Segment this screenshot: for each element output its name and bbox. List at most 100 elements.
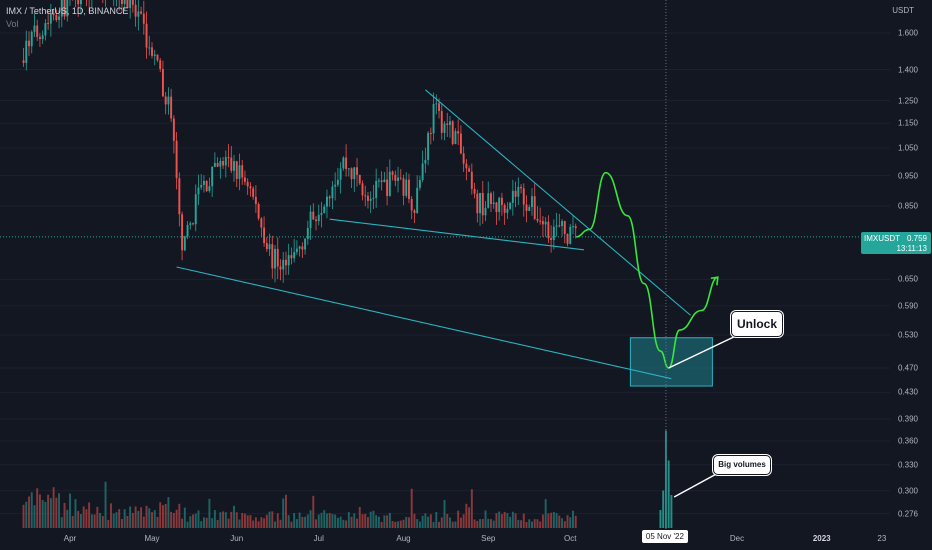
volume-bar: [550, 512, 553, 528]
y-tick-label: 0.300: [897, 486, 918, 496]
candle-body: [528, 207, 531, 211]
candle-body: [323, 206, 326, 213]
volume-bar: [74, 499, 77, 528]
candle-body: [520, 186, 523, 189]
candle-body: [514, 190, 517, 197]
volume-bar: [424, 513, 427, 528]
candle-body: [257, 203, 260, 219]
candle-body: [304, 238, 307, 250]
candle-body: [509, 202, 512, 209]
candle-body: [353, 167, 356, 180]
candle-body: [503, 204, 506, 213]
volume-bar: [369, 511, 372, 528]
candle-body: [134, 4, 137, 17]
volume-bar: [541, 514, 544, 528]
candle-body: [547, 221, 550, 239]
volume-bar: [60, 517, 63, 528]
volume-bar: [282, 498, 285, 528]
unlock-label: Unlock: [731, 311, 783, 337]
volume-bar: [399, 520, 402, 528]
candle-body: [424, 159, 427, 164]
volume-bar: [241, 512, 244, 528]
volume-bar: [533, 519, 536, 528]
volume-bar: [172, 513, 175, 528]
volume-bar: [194, 513, 197, 528]
candle-body: [536, 218, 539, 221]
volume-bar: [151, 512, 153, 528]
volume-bar: [517, 519, 520, 528]
chart-grid: [0, 32, 890, 515]
volume-bar: [440, 517, 443, 528]
volume-bar: [528, 519, 531, 528]
candle-body: [569, 226, 572, 244]
volume-bar: [145, 505, 148, 528]
volume-bar: [276, 513, 279, 528]
candle-body: [312, 211, 315, 220]
volume-bar: [536, 519, 539, 528]
candle-body: [224, 157, 227, 166]
candle-body: [189, 223, 192, 225]
candle-body: [268, 244, 271, 250]
volume-bar: [473, 519, 476, 528]
volume-bar: [104, 481, 107, 528]
volume-bar: [309, 510, 312, 528]
price-tag-time: 13:11:13: [896, 244, 927, 253]
volume-bar: [110, 503, 112, 528]
volume-bar: [443, 499, 446, 528]
volume-bar: [49, 498, 52, 528]
candle-body: [298, 246, 301, 249]
volume-bar: [159, 502, 162, 528]
volume-bar: [88, 502, 91, 528]
candle-body: [383, 179, 386, 183]
candle-body: [161, 69, 164, 97]
candle-body: [66, 0, 69, 17]
candle-body: [481, 192, 484, 216]
chart-title: IMX / TetherUS, 1D, BINANCE: [6, 6, 129, 16]
volume-bar: [563, 521, 566, 528]
candle-body: [358, 174, 361, 184]
candle-body: [293, 252, 296, 259]
y-tick-label: 1.250: [897, 96, 918, 105]
candle-body: [186, 224, 189, 237]
candle-body: [399, 177, 402, 179]
volume-bar: [249, 515, 252, 528]
volume-bar: [224, 512, 227, 528]
candle-body: [572, 226, 574, 228]
volume-bar: [435, 512, 438, 528]
candle-body: [49, 13, 52, 24]
volume-bar: [320, 512, 323, 528]
volume-bar: [476, 521, 479, 528]
volume-bar: [85, 509, 88, 528]
volume-bar: [356, 518, 358, 528]
candle-body: [260, 218, 263, 228]
big-volume-bar: [667, 460, 670, 528]
volume-bar: [235, 512, 238, 528]
volume-bar: [449, 517, 451, 528]
x-tick-label: 23: [877, 534, 887, 543]
volume-bar: [500, 514, 503, 528]
volume-bar: [454, 521, 457, 528]
volume-bar: [126, 515, 129, 528]
candle-body: [55, 15, 58, 20]
volume-bar: [569, 517, 572, 528]
candle-body: [331, 186, 334, 199]
candle-body: [252, 188, 255, 197]
candle-body: [47, 23, 50, 25]
volume-bar: [312, 495, 315, 528]
candle-body: [227, 157, 230, 159]
candle-body: [342, 157, 345, 169]
candle-body: [63, 0, 66, 17]
x-tick-label: Jul: [313, 534, 324, 543]
candle-body: [484, 207, 487, 216]
volume-bar: [511, 511, 514, 528]
candle-body: [52, 13, 55, 16]
candle-body: [315, 219, 317, 222]
volume-bar: [211, 518, 214, 528]
candle-body: [320, 212, 323, 215]
candle-body: [287, 255, 290, 266]
volume-bar: [457, 510, 460, 528]
volume-bar: [342, 519, 345, 528]
volume-bar: [156, 516, 159, 528]
volume-bar: [142, 516, 145, 528]
